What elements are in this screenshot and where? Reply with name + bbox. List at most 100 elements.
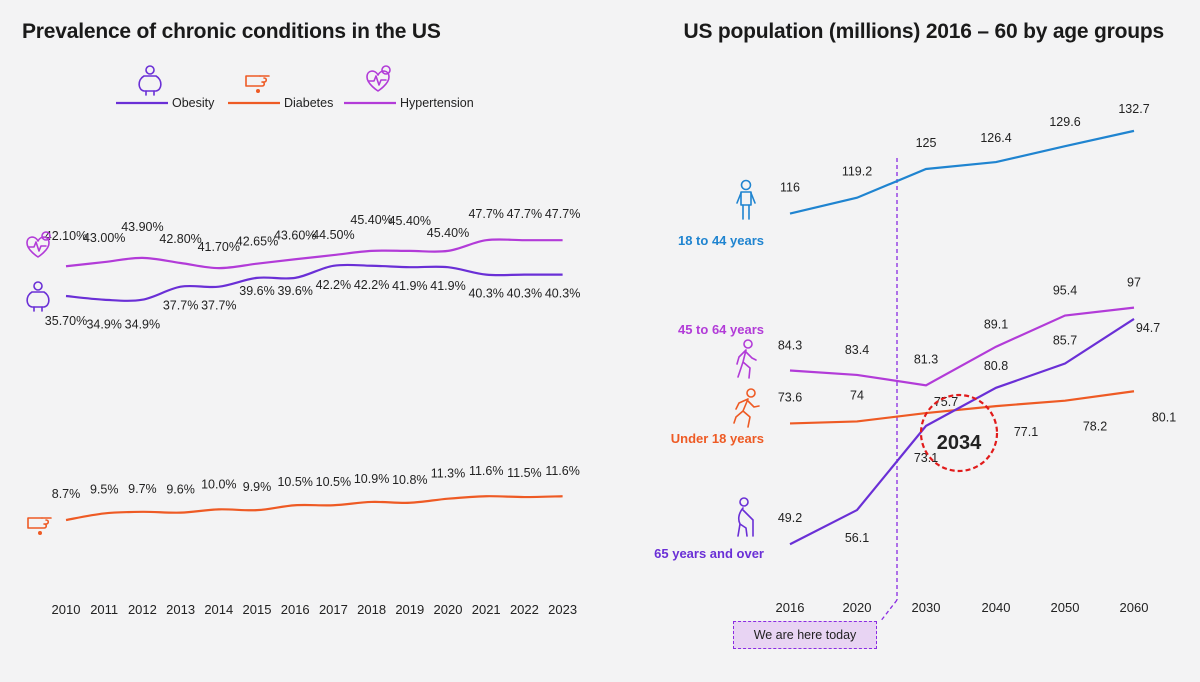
age-18-to-44-years-group-label: 18 to 44 years	[678, 233, 764, 248]
hypertension-data-label: 45.40%	[350, 213, 392, 227]
hypertension-data-label: 47.7%	[507, 207, 542, 221]
diabetes-data-label: 10.5%	[316, 475, 351, 489]
age-18-to-44-years-data-label: 116	[780, 181, 800, 195]
hypertension-data-label: 47.7%	[468, 207, 503, 221]
age-65-years-and-over-data-label: 85.7	[1053, 334, 1077, 348]
diabetes-data-label: 10.0%	[201, 477, 236, 491]
diabetes-data-label: 10.8%	[392, 473, 427, 487]
age-45-to-64-years-series-line	[789, 306, 1135, 387]
diabetes-data-label: 11.3%	[431, 467, 466, 481]
hypertension-data-label: 42.10%	[45, 229, 87, 243]
obesity-data-label: 37.7%	[163, 299, 198, 313]
age-18-to-44-years-data-label: 129.6	[1049, 115, 1080, 129]
left-x-tick-label: 2013	[166, 602, 195, 617]
right-x-tick-label: 2030	[912, 600, 941, 615]
obesity-data-label: 40.3%	[468, 287, 503, 301]
diabetes-series-line	[65, 495, 563, 522]
legend-hypertension-label: Hypertension	[400, 96, 474, 110]
hypertension-series-line	[65, 238, 563, 270]
legend-obesity-icon	[138, 65, 162, 96]
age-45-to-64-years-data-label: 89.1	[984, 318, 1008, 332]
age-under-18-years-data-label: 73.6	[778, 390, 802, 404]
left-x-tick-label: 2012	[128, 602, 157, 617]
age-65-years-and-over-group-label: 65 years and over	[654, 546, 764, 561]
obesity-data-label: 41.9%	[430, 279, 465, 293]
left-x-tick-label: 2011	[90, 602, 118, 617]
obesity-data-label: 42.2%	[354, 278, 389, 292]
left-x-tick-label: 2019	[395, 602, 424, 617]
left-x-tick-label: 2020	[434, 602, 463, 617]
legend-finger-prick-icon	[245, 75, 270, 93]
hypertension-row-icon	[26, 231, 51, 258]
diabetes-data-label: 11.6%	[545, 464, 580, 478]
left-x-tick-label: 2018	[357, 602, 386, 617]
age-under-18-years-group-label: Under 18 years	[671, 431, 764, 446]
legend-diabetes-label: Diabetes	[284, 96, 333, 110]
right-chart-title: US population (millions) 2016 – 60 by ag…	[683, 20, 1165, 43]
hypertension-data-label: 47.7%	[545, 207, 580, 221]
left-x-tick-label: 2021	[472, 602, 501, 617]
obesity-data-label: 40.3%	[545, 287, 580, 301]
obesity-data-label: 41.9%	[392, 279, 427, 293]
age-45-to-64-years-data-label: 83.4	[845, 343, 869, 357]
age-18-to-44-years-data-label: 132.7	[1118, 102, 1149, 116]
obesity-data-label: 42.2%	[316, 278, 351, 292]
age-under-18-years-data-label: 75.7	[934, 395, 958, 409]
age-18-to-44-years-person-standing-icon	[736, 179, 756, 220]
left-chart-title: Prevalence of chronic conditions in the …	[22, 20, 441, 43]
age-under-18-years-series-line	[789, 390, 1135, 425]
age-under-18-years-data-label: 80.1	[1152, 410, 1176, 424]
right-x-tick-label: 2050	[1051, 600, 1080, 615]
age-65-years-and-over-elderly-cane-icon	[737, 497, 754, 537]
left-x-tick-label: 2023	[548, 602, 577, 617]
left-x-tick-label: 2016	[281, 602, 310, 617]
obesity-row-icon	[26, 281, 50, 312]
diabetes-data-label: 9.6%	[166, 483, 195, 497]
age-45-to-64-years-data-label: 97	[1127, 276, 1141, 290]
age-under-18-years-person-running-icon	[733, 388, 760, 428]
age-18-to-44-years-data-label: 126.4	[980, 131, 1011, 145]
right-x-tick-label: 2060	[1120, 600, 1149, 615]
left-x-tick-label: 2010	[52, 602, 81, 617]
hypertension-data-label: 45.40%	[389, 214, 431, 228]
left-x-tick-label: 2015	[243, 602, 272, 617]
highlight-2034-circle	[919, 393, 999, 473]
age-65-years-and-over-data-label: 94.7	[1136, 321, 1160, 335]
obesity-series-line	[65, 263, 563, 302]
age-65-years-and-over-data-label: 49.2	[778, 511, 802, 525]
age-45-to-64-years-person-walking-icon	[736, 339, 757, 379]
highlight-2034-label: 2034	[937, 432, 982, 454]
left-x-tick-label: 2014	[204, 602, 233, 617]
age-65-years-and-over-data-label: 80.8	[984, 359, 1008, 373]
legend-heart-monitor-icon	[366, 65, 391, 92]
age-65-years-and-over-data-label: 56.1	[845, 531, 869, 545]
obesity-data-label: 34.9%	[125, 318, 160, 332]
diabetes-data-label: 10.5%	[277, 475, 312, 489]
age-under-18-years-data-label: 78.2	[1083, 420, 1107, 434]
age-18-to-44-years-data-label: 119.2	[842, 165, 872, 179]
age-45-to-64-years-data-label: 95.4	[1053, 284, 1077, 298]
obesity-data-label: 37.7%	[201, 299, 236, 313]
diabetes-data-label: 11.6%	[469, 464, 504, 478]
diabetes-data-label: 11.5%	[507, 466, 542, 480]
legend-obesity-label: Obesity	[172, 96, 215, 110]
obesity-data-label: 39.6%	[239, 284, 274, 298]
hypertension-data-label: 45.40%	[427, 226, 469, 240]
hypertension-data-label: 44.50%	[312, 228, 354, 242]
left-x-tick-label: 2017	[319, 602, 348, 617]
age-65-years-and-over-data-label: 73.1	[914, 451, 938, 465]
hypertension-data-label: 41.70%	[198, 240, 240, 254]
right-x-tick-label: 2020	[843, 600, 872, 615]
right-x-tick-label: 2040	[982, 600, 1011, 615]
diabetes-data-label: 9.7%	[128, 482, 157, 496]
age-18-to-44-years-series-line	[789, 129, 1135, 215]
obesity-data-label: 34.9%	[86, 318, 121, 332]
diabetes-row-icon	[27, 517, 52, 535]
hypertension-data-label: 42.80%	[159, 232, 201, 246]
diabetes-data-label: 10.9%	[354, 472, 389, 486]
hypertension-data-label: 43.00%	[83, 231, 125, 245]
today-marker-label: We are here today	[733, 621, 877, 649]
hypertension-data-label: 43.90%	[121, 220, 163, 234]
obesity-data-label: 40.3%	[507, 287, 542, 301]
